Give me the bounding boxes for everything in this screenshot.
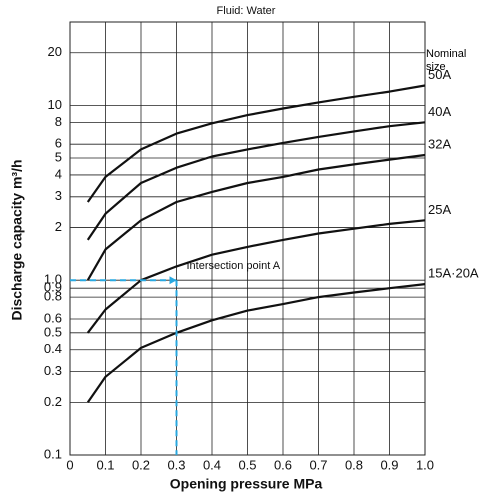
y-tick-label: 0.4: [44, 341, 62, 356]
y-tick-label: 0.3: [44, 363, 62, 378]
legend-title-box: Nominal size: [426, 48, 467, 73]
series-line: [86, 153, 426, 281]
x-axis-label: Opening pressure MPa: [170, 476, 323, 492]
series-line: [86, 84, 426, 203]
y-tick-label: 1.0: [44, 272, 62, 287]
x-tick-label: 1.0: [416, 457, 434, 472]
series-label: 15A·20A: [428, 266, 479, 281]
x-tick-label: 0.2: [132, 457, 150, 472]
series-label: 40A: [428, 104, 451, 119]
x-tick-label: 0.6: [274, 457, 292, 472]
series-line: [86, 121, 426, 241]
y-tick-label: 0.2: [44, 394, 62, 409]
series-line: [86, 283, 426, 404]
x-tick-label: 0.4: [203, 457, 221, 472]
y-tick-label: 0.6: [44, 310, 62, 325]
y-tick-label: 6: [55, 136, 62, 151]
x-tick-label: 0.5: [238, 457, 256, 472]
x-tick-label: 0.7: [309, 457, 327, 472]
series-label: 32A: [428, 136, 451, 151]
y-tick-label: 20: [48, 44, 62, 59]
legend-title: Nominal size: [426, 48, 467, 73]
y-tick-label: 0.5: [44, 324, 62, 339]
series-line: [86, 219, 426, 334]
y-tick-label: 0.1: [44, 446, 62, 461]
annotation-arrow: [169, 276, 177, 285]
chart-title: Fluid: Water: [217, 5, 276, 17]
y-tick-label: 0.9: [44, 280, 62, 295]
y-tick-label: 5: [55, 149, 62, 164]
series-label: 25A: [428, 202, 451, 217]
x-tick-label: 0.9: [380, 457, 398, 472]
series-label: 50A: [428, 67, 451, 82]
y-tick-label: 8: [55, 114, 62, 129]
y-axis-label: Discharge capacity m³/h: [9, 159, 25, 320]
annotation-text: Intersection point A: [187, 260, 281, 272]
x-tick-label: 0: [66, 457, 73, 472]
x-tick-label: 0.3: [167, 457, 185, 472]
y-tick-label: 10: [48, 97, 62, 112]
x-tick-label: 0.1: [96, 457, 114, 472]
y-tick-label: 2: [55, 219, 62, 234]
y-tick-label: 4: [55, 166, 62, 181]
y-tick-label: 3: [55, 188, 62, 203]
y-tick-label: 0.8: [44, 289, 62, 304]
x-tick-label: 0.8: [345, 457, 363, 472]
